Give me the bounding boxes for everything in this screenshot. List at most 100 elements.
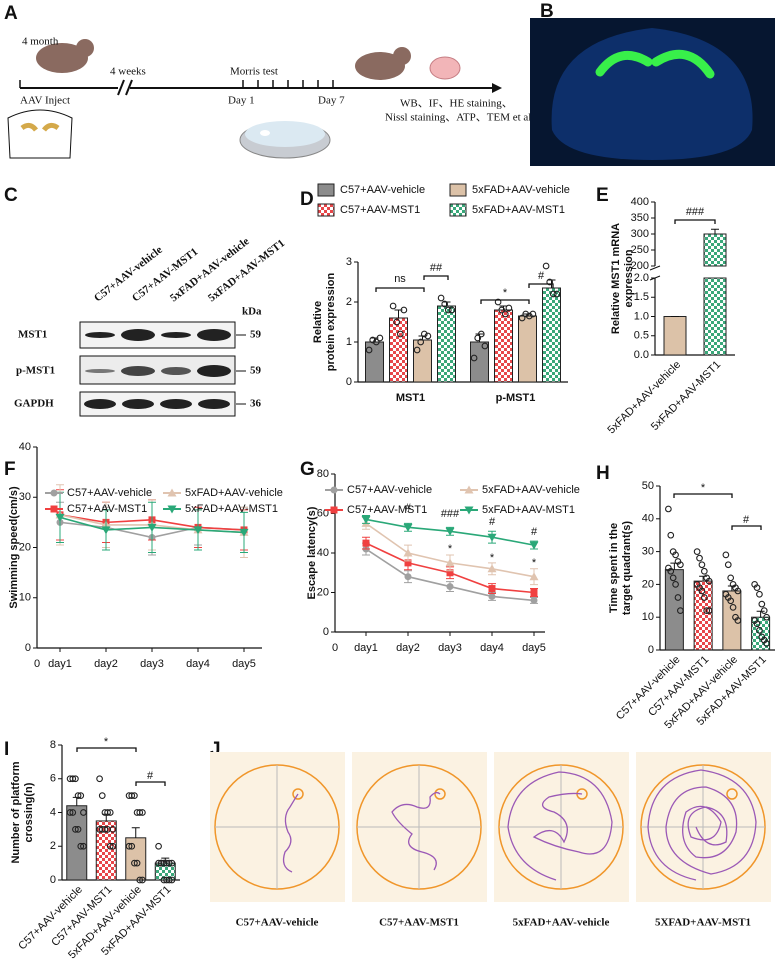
marker <box>445 527 455 536</box>
trajectory-caption: C57+AAV-vehicle <box>236 917 319 929</box>
y-tick-label: 10 <box>19 592 31 604</box>
data-point <box>727 574 735 582</box>
legend-label: C57+AAV-vehicle <box>347 484 432 496</box>
marker <box>239 528 249 537</box>
x-tick-label: day2 <box>94 658 118 670</box>
x-tick-label: 5xFAD+AAV-vehicle <box>605 359 683 437</box>
data-point <box>760 607 768 614</box>
data-point <box>542 262 550 270</box>
significance-bracket <box>674 219 716 224</box>
size-label: 59 <box>250 329 262 341</box>
data-point <box>444 306 452 314</box>
significance-label: # <box>538 270 545 282</box>
data-point <box>109 842 117 850</box>
data-point <box>763 640 770 647</box>
y-tick-label: 30 <box>642 546 654 558</box>
marker <box>529 572 539 581</box>
trajectories: C57+AAV-vehicle C57+AAV-MST1 5xFAD+AAV-v… <box>210 752 771 929</box>
data-point <box>125 842 133 850</box>
significance-label: * <box>701 482 706 494</box>
data-point <box>131 859 138 867</box>
y-tick-label: 0 <box>323 626 329 638</box>
marker <box>50 505 58 513</box>
data-point <box>136 809 144 816</box>
x-tick-label: day3 <box>438 642 462 654</box>
panel-label: I <box>4 739 9 760</box>
y-axis-title: expression <box>623 249 635 307</box>
significance-bracket <box>480 299 530 304</box>
row-label: MST1 <box>18 329 47 341</box>
data-point <box>722 551 730 559</box>
bar <box>542 287 561 383</box>
annotation: Day 1 <box>228 95 255 107</box>
data-point <box>669 574 677 582</box>
data-point <box>734 617 742 624</box>
panel-label: B <box>540 1 554 22</box>
data-point <box>693 548 701 555</box>
bar <box>125 837 147 881</box>
data-point <box>498 306 506 314</box>
legend-label: C57+AAV-vehicle <box>67 487 152 499</box>
trajectory-panel <box>494 752 629 902</box>
significance-label: * <box>448 543 453 555</box>
y-tick-label: 0.0 <box>634 349 649 361</box>
row-label: GAPDH <box>14 398 54 410</box>
data-point <box>77 792 85 799</box>
mouse-icon <box>76 39 94 57</box>
significance-bracket <box>375 287 425 292</box>
data-point <box>80 842 87 850</box>
data-point <box>734 587 742 595</box>
data-point <box>96 775 103 783</box>
panel-label: E <box>596 185 609 206</box>
legend-label: 5xFAD+AAV-MST1 <box>482 504 575 516</box>
bar <box>722 590 742 651</box>
panel-label: C <box>4 185 18 206</box>
y-tick-label: 40 <box>317 547 329 559</box>
marker <box>404 573 412 581</box>
annotation: WB、IF、HE staining、 <box>400 98 513 110</box>
marker <box>530 596 538 604</box>
y-tick-label: 0 <box>25 642 31 654</box>
bar <box>703 277 727 356</box>
data-point <box>546 278 554 286</box>
data-point <box>80 809 87 816</box>
significance-label: ns <box>394 273 406 285</box>
y-tick-label: 400 <box>631 196 649 208</box>
error-bar <box>699 575 708 582</box>
marker <box>487 533 497 542</box>
annotation: Morris test <box>230 66 278 78</box>
marker <box>488 592 496 600</box>
y-axis-title: crossing(n) <box>23 782 35 842</box>
significance-label: * <box>532 557 537 569</box>
marker <box>50 489 58 497</box>
legend-label: C57+AAV-vehicle <box>340 184 425 196</box>
data-point <box>698 561 706 569</box>
x-tick-label: day1 <box>48 658 72 670</box>
panel-label: J <box>210 739 221 760</box>
y-axis-title: Time spent in the <box>608 523 620 613</box>
y-tick-label: 30 <box>19 491 31 503</box>
panel-label: F <box>4 459 16 480</box>
significance-label: # <box>743 514 750 526</box>
y-tick-label: 8 <box>50 739 56 751</box>
data-point <box>729 604 737 611</box>
y-tick-label: 350 <box>631 212 649 224</box>
error-bar <box>72 796 81 806</box>
row-label: p-MST1 <box>16 365 55 377</box>
brain-icon <box>429 56 461 80</box>
marker <box>445 558 455 567</box>
timeline-ticks <box>19 80 334 88</box>
data-point <box>727 597 735 605</box>
data-point <box>700 594 708 601</box>
y-tick-label: 2 <box>346 296 352 308</box>
marker <box>488 585 496 593</box>
data-point <box>700 567 708 575</box>
bar <box>494 309 513 383</box>
y-tick-label: 0 <box>50 874 56 886</box>
significance-label: ### <box>441 508 460 520</box>
marker <box>464 485 474 494</box>
data-point <box>705 607 713 614</box>
data-point <box>667 567 675 575</box>
data-point <box>104 826 111 833</box>
trajectory-panel <box>352 752 487 902</box>
